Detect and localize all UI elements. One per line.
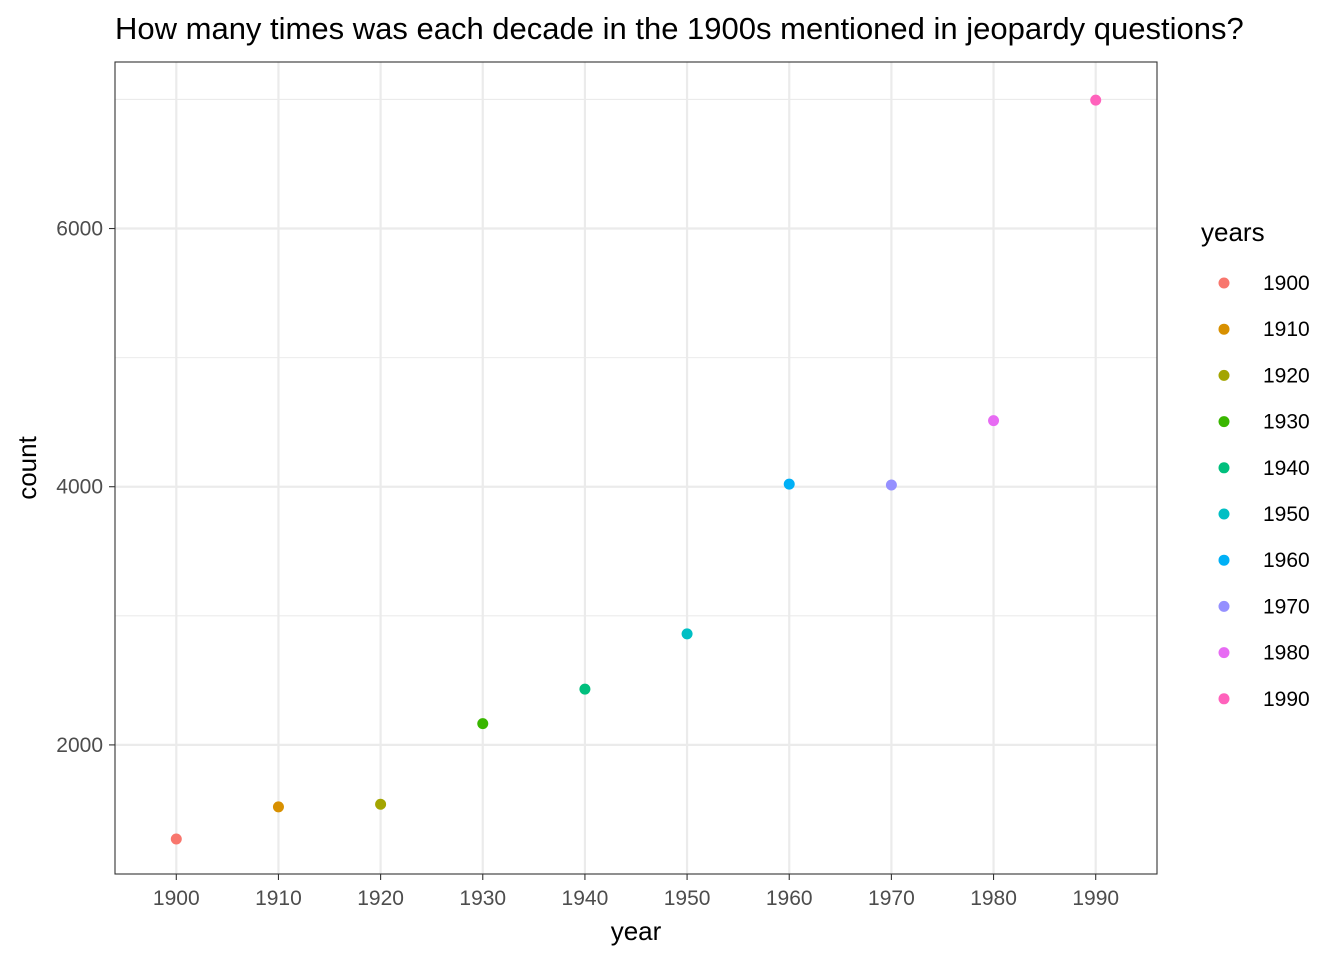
y-tick-label: 4000 <box>56 476 103 499</box>
legend-title: years <box>1201 217 1265 247</box>
chart-title: How many times was each decade in the 19… <box>115 11 1244 46</box>
data-point-1910 <box>272 801 284 813</box>
data-points <box>170 94 1102 845</box>
plot-border <box>114 61 1158 875</box>
legend-key-1910 <box>1218 323 1230 335</box>
x-tick-label: 1970 <box>868 887 915 910</box>
y-axis: 2000 4000 6000 <box>56 218 115 757</box>
legend-key-1980 <box>1218 647 1230 659</box>
x-tick-label: 1930 <box>459 887 506 910</box>
data-point-1990 <box>1090 94 1102 106</box>
x-tick-label: 1920 <box>357 887 404 910</box>
data-point-1920 <box>375 798 387 810</box>
legend-label-1930: 1930 <box>1263 411 1310 434</box>
legend-key-1950 <box>1218 508 1230 520</box>
legend-label-1990: 1990 <box>1263 688 1310 711</box>
legend-key-1960 <box>1218 554 1230 566</box>
y-axis-title: count <box>12 435 42 499</box>
y-tick-label: 6000 <box>56 218 103 241</box>
data-point-1980 <box>988 415 1000 427</box>
plot-panel <box>115 62 1157 874</box>
legend-items: 1900 1910 1920 1930 1940 1950 1960 1970 1980 1990 <box>1218 272 1310 711</box>
legend-key-1920 <box>1218 369 1230 381</box>
data-point-1970 <box>885 479 897 491</box>
x-tick-label: 1900 <box>153 887 200 910</box>
legend-label-1920: 1920 <box>1263 364 1310 387</box>
data-point-1960 <box>783 478 795 490</box>
legend: years 1900191019201930194019501960197019… <box>1201 217 1310 711</box>
data-point-1950 <box>681 628 693 640</box>
legend-key-1900 <box>1218 277 1230 289</box>
legend-label-1980: 1980 <box>1263 642 1310 665</box>
legend-key-1970 <box>1218 600 1230 612</box>
y-tick-label: 2000 <box>56 734 103 757</box>
legend-label-1970: 1970 <box>1263 595 1310 618</box>
legend-label-1900: 1900 <box>1263 272 1310 295</box>
legend-key-1930 <box>1218 416 1230 428</box>
legend-key-1940 <box>1218 462 1230 474</box>
x-tick-label: 1950 <box>664 887 711 910</box>
x-tick-label: 1940 <box>562 887 609 910</box>
legend-label-1940: 1940 <box>1263 457 1310 480</box>
data-point-1900 <box>170 833 182 845</box>
x-tick-label: 1980 <box>970 887 1017 910</box>
data-point-1940 <box>579 683 591 695</box>
legend-label-1910: 1910 <box>1263 318 1310 341</box>
major-gridlines <box>115 62 1157 874</box>
data-point-1930 <box>477 718 489 730</box>
x-axis: 1900 1910 1920 1930 1940 1950 1960 1970 1980 1990 <box>153 874 1119 910</box>
x-axis-title: year <box>611 916 662 946</box>
legend-key-1990 <box>1218 693 1230 705</box>
x-tick-label: 1990 <box>1072 887 1119 910</box>
legend-label-1960: 1960 <box>1263 549 1310 572</box>
x-tick-label: 1910 <box>255 887 302 910</box>
legend-label-1950: 1950 <box>1263 503 1310 526</box>
x-tick-label: 1960 <box>766 887 813 910</box>
